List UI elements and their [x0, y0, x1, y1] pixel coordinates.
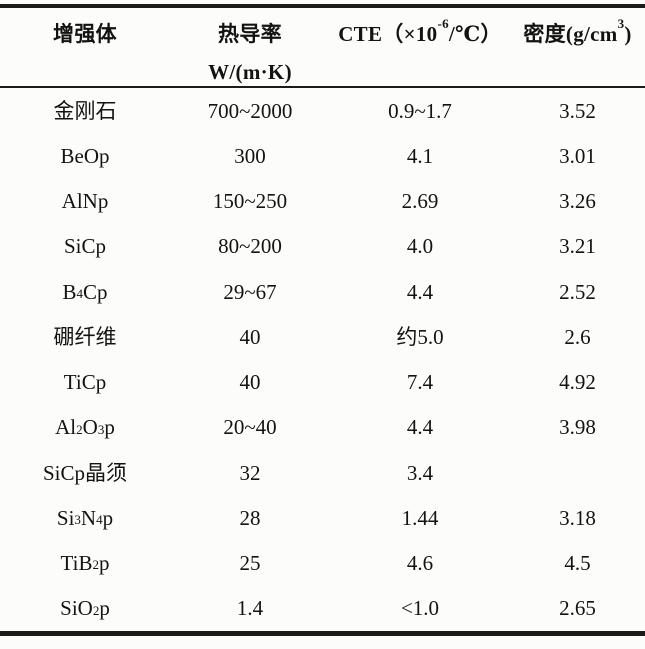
- header-thermal-conductivity-unit: W/(m·K): [208, 60, 292, 84]
- table-row: AlNp 150~250 2.69 3.26: [0, 179, 645, 224]
- cell-conductivity: 300: [234, 143, 266, 168]
- cell-reinforcement: 硼纤维: [53, 324, 117, 349]
- cell-reinforcement: TiB 2 p: [60, 551, 110, 576]
- cell-cte: 约5.0: [396, 324, 444, 349]
- table-row: TiB 2 p 25 4.6 4.5: [0, 541, 645, 586]
- scanned-paper-page: 增强体 热导率 W/(m·K) CTE（×10-6/℃） 密度(g/cm3) 金…: [0, 4, 645, 649]
- cell-cte: 4.1: [406, 143, 434, 168]
- cell-density: 4.5: [564, 551, 591, 576]
- cell-reinforcement: SiCp晶须: [42, 460, 128, 485]
- cell-density: 3.26: [559, 189, 596, 214]
- header-density-label: 密度(g/cm3): [523, 16, 632, 46]
- table-top-rule: [0, 4, 645, 8]
- cell-reinforcement: SiO 2 p: [60, 596, 110, 621]
- table-bottom-rule: [0, 631, 645, 636]
- header-thermal-conductivity: 热导率 W/(m·K): [170, 8, 330, 87]
- cell-conductivity: 700~2000: [207, 98, 293, 123]
- cell-cte: <1.0: [400, 596, 440, 621]
- cell-cte: 4.4: [406, 415, 434, 440]
- header-thermal-conductivity-label: 热导率: [218, 22, 282, 46]
- cell-conductivity: 1.4: [236, 596, 264, 621]
- table-row: B 4 Cp 29~67 4.4 2.52: [0, 269, 645, 314]
- cell-reinforcement: SiCp: [63, 234, 107, 259]
- header-density: 密度(g/cm3): [510, 8, 645, 87]
- cell-reinforcement: AlNp: [61, 189, 109, 214]
- header-reinforcement: 增强体: [0, 8, 170, 87]
- cell-reinforcement: B 4 Cp: [62, 279, 108, 304]
- cell-reinforcement: BeOp: [60, 143, 110, 168]
- cell-conductivity: 40: [239, 324, 261, 349]
- header-cte: CTE（×10-6/℃）: [330, 8, 510, 87]
- cell-density: 3.21: [559, 234, 596, 259]
- cell-conductivity: 150~250: [212, 189, 288, 214]
- cell-reinforcement: 金刚石: [53, 98, 117, 123]
- cell-cte: 1.44: [401, 505, 439, 530]
- cell-conductivity: 32: [239, 460, 261, 485]
- cell-cte: 3.4: [406, 460, 434, 485]
- cell-conductivity: 40: [239, 370, 261, 395]
- table-row: 硼纤维 40 约5.0 2.6: [0, 314, 645, 359]
- cell-conductivity: 28: [239, 505, 261, 530]
- table-body: 金刚石 700~2000 0.9~1.7 3.52 BeOp 300 4.1 3…: [0, 88, 645, 631]
- table-row: 金刚石 700~2000 0.9~1.7 3.52: [0, 88, 645, 133]
- cell-cte: 7.4: [406, 370, 434, 395]
- cell-cte: 0.9~1.7: [388, 98, 452, 123]
- cell-reinforcement: Si 3 N 4 p: [56, 505, 114, 530]
- table-row: SiCp 80~200 4.0 3.21: [0, 224, 645, 269]
- cell-density: [510, 450, 645, 495]
- cell-reinforcement: TiCp: [63, 370, 107, 395]
- cell-conductivity: 80~200: [218, 234, 282, 259]
- table-row: BeOp 300 4.1 3.01: [0, 133, 645, 178]
- cell-density: 3.98: [559, 415, 596, 440]
- cell-density: 3.52: [559, 98, 596, 123]
- table-header-separator-rule: [0, 86, 645, 88]
- cell-cte: 2.69: [401, 189, 439, 214]
- cell-cte: 4.4: [406, 279, 434, 304]
- table-row: Si 3 N 4 p 28 1.44 3.18: [0, 495, 645, 540]
- cell-conductivity: 25: [239, 551, 261, 576]
- cell-density: 2.52: [559, 279, 596, 304]
- cell-cte: 4.0: [406, 234, 434, 259]
- cell-density: 4.92: [559, 370, 596, 395]
- table-row: SiCp晶须 32 3.4: [0, 450, 645, 495]
- cell-reinforcement: Al 2 O 3 p: [55, 415, 115, 440]
- reinforcement-properties-table: 增强体 热导率 W/(m·K) CTE（×10-6/℃） 密度(g/cm3) 金…: [0, 4, 645, 636]
- cell-density: 2.65: [559, 596, 596, 621]
- table-row: SiO 2 p 1.4 <1.0 2.65: [0, 586, 645, 631]
- cell-conductivity: 20~40: [223, 415, 277, 440]
- table-row: TiCp 40 7.4 4.92: [0, 360, 645, 405]
- cell-density: 3.18: [559, 505, 596, 530]
- header-cte-label: CTE（×10-6/℃）: [338, 16, 502, 46]
- table-row: Al 2 O 3 p 20~40 4.4 3.98: [0, 405, 645, 450]
- header-reinforcement-label: 增强体: [53, 22, 117, 46]
- cell-conductivity: 29~67: [223, 279, 277, 304]
- table-header-row: 增强体 热导率 W/(m·K) CTE（×10-6/℃） 密度(g/cm3): [0, 8, 645, 86]
- cell-cte: 4.6: [406, 551, 434, 576]
- cell-density: 2.6: [564, 324, 591, 349]
- cell-density: 3.01: [559, 143, 596, 168]
